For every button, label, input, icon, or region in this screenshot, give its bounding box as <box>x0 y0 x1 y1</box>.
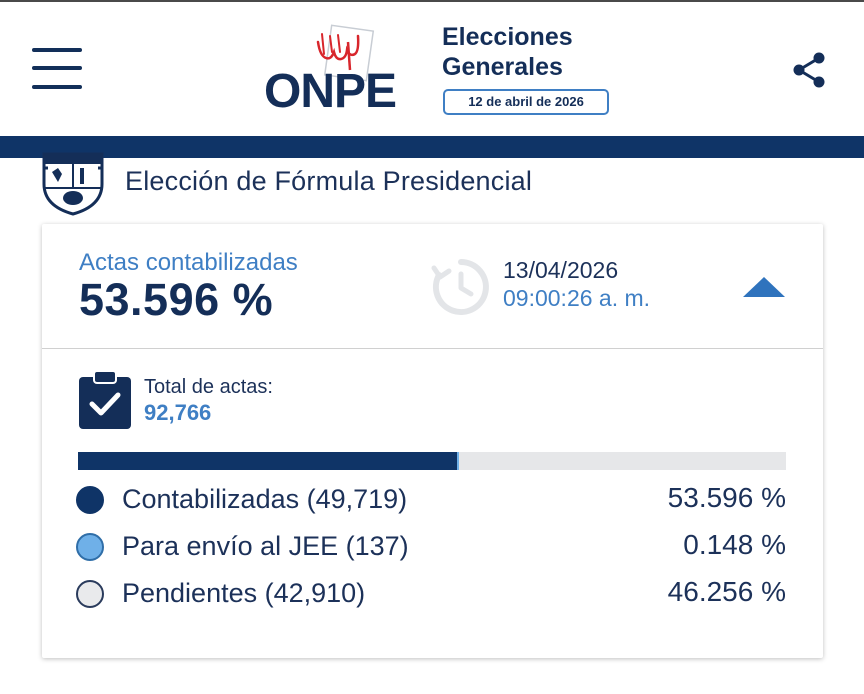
election-title: Elecciones Generales <box>442 22 573 82</box>
update-time: 09:00:26 a. m. <box>503 285 651 311</box>
onpe-ballot-hand-icon <box>316 24 375 82</box>
menu-bar-bottom <box>32 85 82 89</box>
election-title-line2: Generales <box>442 53 563 81</box>
onpe-logo-text: ONPE <box>264 65 397 118</box>
election-date-badge: 12 de abril de 2026 <box>443 89 609 115</box>
menu-bar-top <box>32 48 82 52</box>
total-actas-value: 92,766 <box>144 400 212 425</box>
clock-history-icon <box>431 259 489 315</box>
actas-percentage: 53.596 % <box>79 274 274 325</box>
election-title-line1: Elecciones <box>442 23 573 51</box>
section-title: Elección de Fórmula Presidencial <box>125 166 533 196</box>
share-icon[interactable] <box>790 50 830 90</box>
progress-bar <box>78 452 786 470</box>
legend-percent: 0.148 % <box>683 529 786 560</box>
legend-label: Pendientes (42,910) <box>122 578 366 608</box>
legend-row-jee: Para envío al JEE (137) 0.148 % <box>76 529 786 565</box>
legend-dot-pendientes <box>76 580 104 608</box>
menu-bar-middle <box>32 66 82 70</box>
header-band <box>0 136 864 158</box>
progress-contabilizadas <box>78 452 458 470</box>
legend-percent: 53.596 % <box>667 482 786 513</box>
legend-label: Contabilizadas (49,719) <box>122 484 408 514</box>
results-card: Actas contabilizadas 53.596 % 13/04/2026… <box>42 224 823 658</box>
app-header: ONPE Elecciones Generales 12 de abril de… <box>0 0 864 138</box>
card-header: Actas contabilizadas 53.596 % 13/04/2026… <box>42 224 823 349</box>
legend-percent: 46.256 % <box>667 576 786 607</box>
legend-dot-contabilizadas <box>76 486 104 514</box>
menu-button[interactable] <box>32 46 84 92</box>
total-actas-label: Total de actas: <box>144 376 273 398</box>
legend-dot-jee <box>76 533 104 561</box>
update-date: 13/04/2026 <box>503 257 619 283</box>
legend-row-contabilizadas: Contabilizadas (49,719) 53.596 % <box>76 482 786 518</box>
chevron-up-icon[interactable] <box>742 276 786 298</box>
legend-row-pendientes: Pendientes (42,910) 46.256 % <box>76 576 786 612</box>
peru-shield-icon <box>42 152 104 216</box>
progress-jee <box>457 452 459 470</box>
legend-label: Para envío al JEE (137) <box>122 531 409 561</box>
clipboard-check-icon <box>79 370 131 429</box>
actas-label: Actas contabilizadas <box>79 249 298 276</box>
